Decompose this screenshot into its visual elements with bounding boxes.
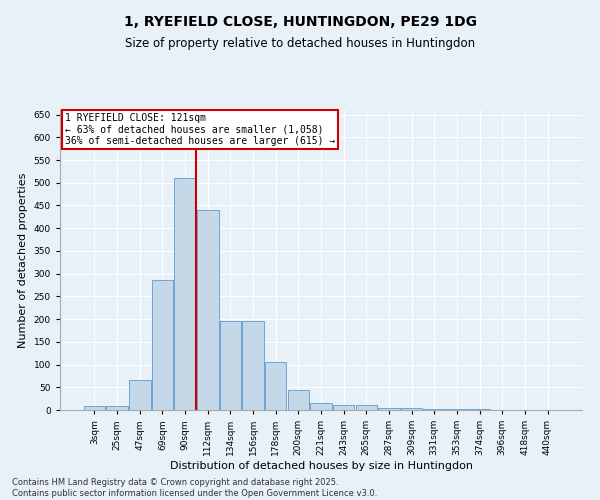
Bar: [197, 210, 218, 410]
Bar: [446, 409, 467, 410]
Bar: [242, 322, 264, 410]
Bar: [152, 280, 173, 410]
Bar: [401, 408, 422, 410]
Text: 1 RYEFIELD CLOSE: 121sqm
← 63% of detached houses are smaller (1,058)
36% of sem: 1 RYEFIELD CLOSE: 121sqm ← 63% of detach…: [65, 113, 335, 146]
Y-axis label: Number of detached properties: Number of detached properties: [18, 172, 28, 348]
Bar: [378, 408, 400, 410]
Bar: [310, 403, 332, 410]
Text: Contains HM Land Registry data © Crown copyright and database right 2025.
Contai: Contains HM Land Registry data © Crown c…: [12, 478, 377, 498]
Bar: [287, 390, 309, 410]
Bar: [84, 406, 105, 410]
Text: 1, RYEFIELD CLOSE, HUNTINGDON, PE29 1DG: 1, RYEFIELD CLOSE, HUNTINGDON, PE29 1DG: [124, 15, 476, 29]
Text: Size of property relative to detached houses in Huntingdon: Size of property relative to detached ho…: [125, 38, 475, 51]
Bar: [356, 406, 377, 410]
Bar: [220, 322, 241, 410]
Bar: [333, 406, 355, 410]
Bar: [265, 362, 286, 410]
Bar: [424, 409, 445, 410]
Bar: [129, 380, 151, 410]
Bar: [469, 409, 490, 410]
Bar: [175, 178, 196, 410]
Bar: [106, 406, 128, 410]
X-axis label: Distribution of detached houses by size in Huntingdon: Distribution of detached houses by size …: [170, 461, 473, 471]
